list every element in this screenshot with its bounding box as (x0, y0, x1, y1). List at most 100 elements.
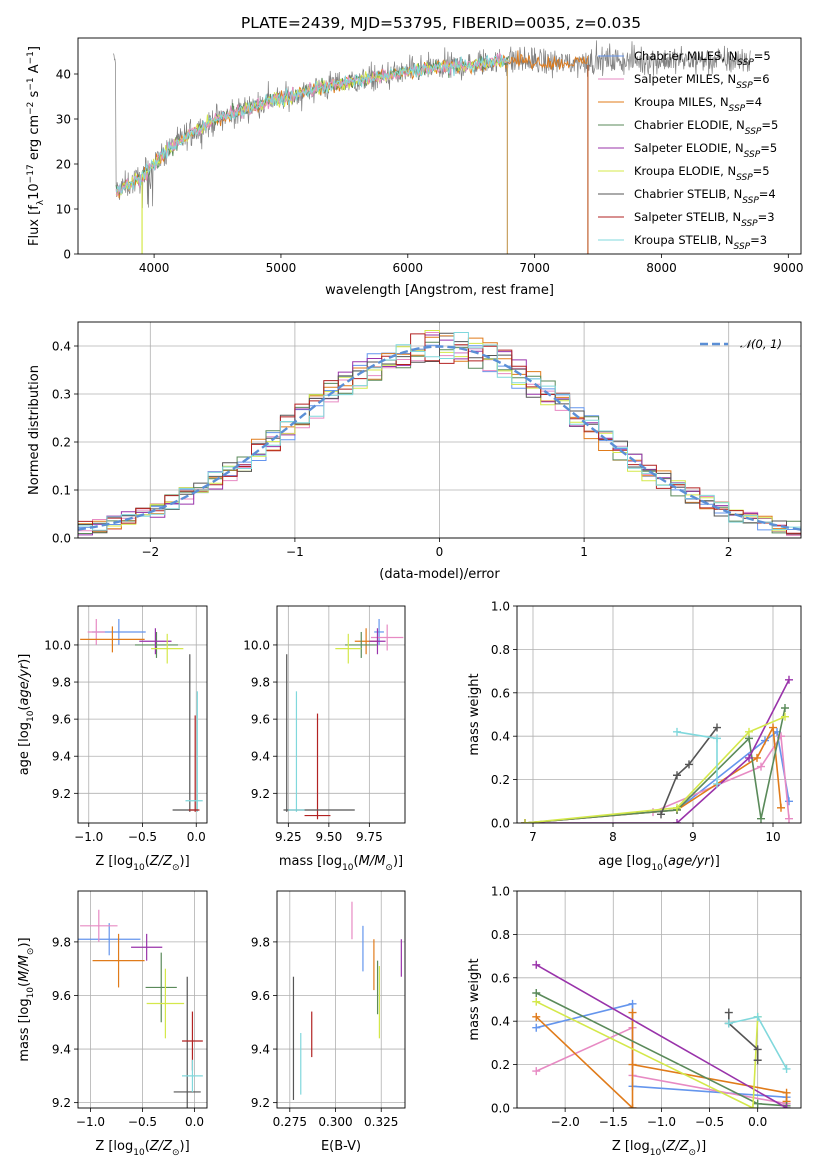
y-axis-label: mass [log10(M/M⊙)] (17, 937, 36, 1061)
weight-marker (713, 779, 721, 788)
y-tick-label: 0.2 (491, 1058, 510, 1072)
y-tick-label: 9.8 (52, 935, 71, 949)
plot-area (78, 909, 203, 1108)
y-tick-label: 9.2 (52, 1096, 71, 1110)
x-tick-label: −1.0 (647, 1115, 676, 1129)
y-axis-label: age [log10(age/yr)] (17, 654, 36, 776)
x-axis-label: mass [log10(M/M⊙)] (279, 854, 403, 873)
y-tick-label: 0.1 (52, 484, 71, 498)
weight-marker (785, 797, 793, 806)
weight-marker (724, 1019, 733, 1028)
x-tick-label: 7000 (519, 261, 550, 275)
x-axis-label: wavelength [Angstrom, rest frame] (325, 283, 554, 298)
x-tick-label: 0.275 (273, 1115, 307, 1129)
x-tick-label: 0.300 (318, 1115, 352, 1129)
y-tick-label: 0 (63, 248, 71, 262)
weight-marker (757, 762, 765, 771)
y-tick-label: 0.6 (491, 686, 510, 700)
legend: Chabrier MILES, NSSP=5 Salpeter MILES, NS… (598, 49, 778, 252)
weight-marker (673, 803, 681, 812)
weight-marker (753, 1056, 762, 1065)
weight-marker (657, 810, 665, 819)
y-tick-label: 9.6 (251, 713, 270, 727)
y-tick-label: 0.6 (491, 971, 510, 985)
panel-residuals: −2 −1 0 1 2 0.0 0.1 0.2 0.3 0.4 𝒩(0, 1) (data-model… (27, 321, 802, 582)
weight-marker (781, 712, 789, 721)
x-tick-label: 0.325 (364, 1115, 398, 1129)
panel-mass-vs-Z: −1.0 −0.5 0.0 9.2 9.4 9.6 9.8 Z [log10(Z/Z⊙)] ma… (17, 890, 208, 1158)
weight-marker (532, 1012, 541, 1021)
weight-marker (521, 819, 529, 823)
weight-marker (628, 1060, 637, 1069)
x-tick-label: 0 (436, 545, 444, 559)
residual-histogram (78, 332, 801, 531)
y-tick-label: 9.4 (52, 1043, 71, 1057)
weight-line (660, 727, 718, 815)
legend-label: Kroupa STELIB, NSSP=3 (634, 233, 767, 252)
y-tick-label: 1.0 (491, 885, 510, 899)
y-axis-label: mass weight (467, 958, 482, 1040)
x-tick-label: −1.0 (74, 830, 103, 844)
x-tick-label: −0.5 (128, 830, 157, 844)
weight-marker (745, 753, 753, 762)
x-tick-label: −1.5 (599, 1115, 628, 1129)
y-tick-label: 0.4 (52, 340, 71, 354)
weight-line (524, 715, 786, 823)
x-tick-label: −1.0 (76, 1115, 105, 1129)
weight-marker (777, 803, 785, 812)
y-axis-label: Normed distribution (27, 365, 42, 495)
plot-area (521, 675, 793, 823)
weight-marker (673, 771, 681, 780)
x-axis-label: age [log10(age/yr)] (598, 854, 720, 873)
weight-marker (713, 734, 721, 743)
weight-line (525, 679, 790, 823)
x-tick-label: 9.50 (315, 830, 342, 844)
legend-label: Salpeter MILES, NSSP=6 (634, 72, 770, 91)
axes-frame (77, 890, 208, 1109)
y-tick-label: 0.4 (491, 1015, 510, 1029)
weight-marker (532, 988, 541, 997)
x-tick-label: 0.0 (185, 1115, 204, 1129)
x-axis-label: Z [log10(Z/Z⊙)] (95, 1139, 189, 1158)
x-tick-label: 6000 (393, 261, 424, 275)
x-tick-label: −2 (141, 545, 159, 559)
normal-curve (78, 345, 801, 531)
x-tick-label: 0.0 (748, 1115, 767, 1129)
weight-marker (628, 1008, 637, 1017)
x-tick-label: 4000 (139, 261, 170, 275)
model-spectrum (115, 54, 509, 195)
legend: 𝒩(0, 1) (700, 337, 782, 351)
weight-marker (628, 1104, 637, 1108)
x-tick-label: 10 (765, 830, 780, 844)
weight-marker (724, 1008, 733, 1017)
weight-marker (785, 814, 793, 823)
axes-frame (516, 890, 802, 1109)
weight-marker (781, 703, 789, 712)
weight-marker (753, 1099, 762, 1108)
panel-mass-weight-vs-age: 7 8 9 10 0.0 0.2 0.4 0.6 0.8 1.0 age [log10(age/yr… (467, 600, 802, 873)
y-axis-label: mass weight (467, 673, 482, 755)
y-tick-label: 9.2 (52, 787, 71, 801)
weight-marker (628, 999, 637, 1008)
weight-line (535, 964, 787, 1108)
y-tick-label: 0.2 (491, 773, 510, 787)
axes-frame (77, 605, 208, 824)
y-tick-label: 20 (56, 158, 71, 172)
y-tick-label: 9.6 (52, 713, 71, 727)
y-tick-label: 9.8 (52, 676, 71, 690)
x-axis-label: E(B-V) (321, 1139, 361, 1154)
figure-title: PLATE=2439, MJD=53795, FIBERID=0035, z=0… (241, 14, 641, 32)
legend-label: Salpeter ELODIE, NSSP=5 (634, 141, 777, 160)
legend-label: Chabrier STELIB, NSSP=4 (634, 187, 776, 206)
y-tick-label: 10.0 (243, 638, 270, 652)
weight-marker (532, 1023, 541, 1032)
y-tick-label: 9.8 (251, 676, 270, 690)
plot-area (532, 960, 791, 1108)
panel-mass-vs-EBV: 0.275 0.300 0.325 9.2 9.4 9.6 9.8 E(B-V) (251, 890, 406, 1154)
weight-marker (532, 1067, 541, 1076)
y-tick-label: 0.8 (491, 928, 510, 942)
y-tick-label: 0.2 (52, 436, 71, 450)
y-tick-label: 0.0 (491, 817, 510, 831)
axes-frame (516, 605, 802, 824)
y-tick-label: 9.4 (251, 1043, 270, 1057)
